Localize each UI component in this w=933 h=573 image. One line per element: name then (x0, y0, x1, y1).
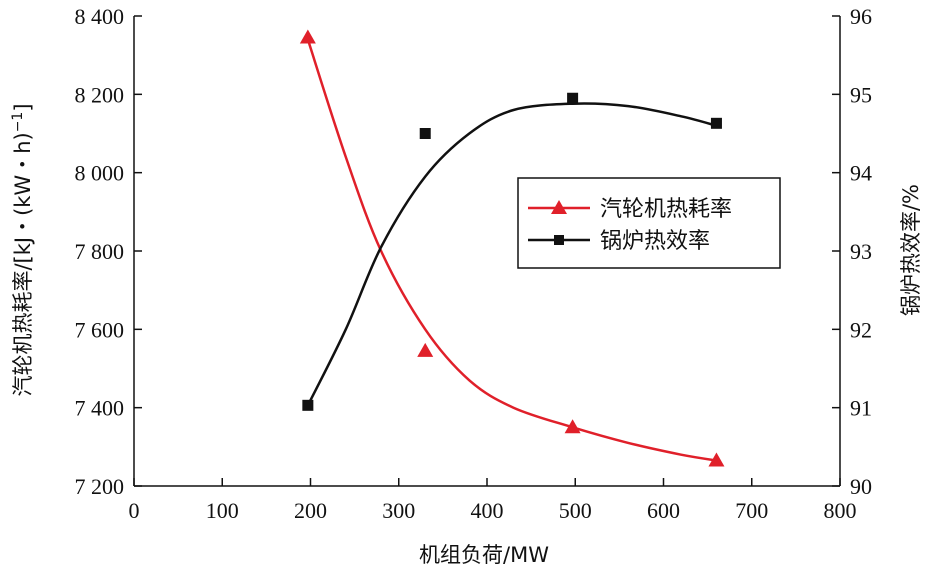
data-point-triangle (564, 419, 581, 434)
legend-label-heat-rate: 汽轮机热耗率 (600, 197, 732, 222)
legend: 汽轮机热耗率 锅炉热效率 (517, 177, 781, 269)
legend-label-boiler-efficiency: 锅炉热效率 (600, 229, 710, 254)
legend-box (517, 177, 781, 269)
x-tick-label: 800 (824, 498, 857, 523)
ticks: 0 100 200 300 400 500 600 700 800 7 200 7 400 7 600… (75, 4, 873, 523)
x-tick-label: 100 (206, 498, 239, 523)
y-right-tick-label: 94 (850, 161, 872, 186)
x-tick-label: 200 (294, 498, 327, 523)
data-point-square (567, 92, 579, 104)
data-point-triangle (299, 29, 316, 44)
y-axis-left-title-superscript: −1 (10, 112, 26, 133)
data-point-square (302, 399, 314, 411)
y-axis-left-title-end: ] (11, 103, 35, 111)
y-left-tick-label: 7 800 (75, 239, 125, 264)
data-point-square (419, 128, 431, 139)
y-right-tick-label: 96 (850, 4, 872, 29)
y-right-tick-label: 92 (850, 317, 872, 342)
y-right-tick-label: 95 (850, 82, 872, 107)
x-tick-label: 600 (647, 498, 680, 523)
series-line-boiler-efficiency (306, 102, 717, 406)
y-axis-left-title-main: 汽轮机热耗率/[kJ・(kW・h) (11, 132, 35, 396)
y-right-tick-label: 91 (850, 396, 872, 421)
legend-marker-triangle (551, 200, 567, 214)
series-line-heat-rate (306, 39, 717, 462)
x-tick-label: 500 (559, 498, 592, 523)
x-tick-label: 400 (471, 498, 504, 523)
y-right-tick-label: 93 (850, 239, 872, 264)
curves (306, 39, 717, 462)
x-tick-label: 300 (382, 498, 415, 523)
x-tick-label: 700 (735, 498, 768, 523)
legend-marker-square (554, 235, 564, 245)
y-left-tick-label: 8 000 (75, 161, 125, 186)
y-axis-right-title: 锅炉热效率/% (899, 184, 923, 316)
y-right-tick-label: 90 (850, 474, 872, 499)
y-left-tick-label: 7 600 (75, 317, 125, 342)
y-left-tick-label: 7 400 (75, 396, 125, 421)
y-left-tick-label: 8 400 (75, 4, 125, 29)
x-tick-label: 0 (129, 498, 140, 523)
data-point-triangle (417, 342, 434, 357)
data-point-triangle (708, 452, 725, 467)
y-axis-left-title: 汽轮机热耗率/[kJ・(kW・h)−1] (10, 103, 35, 396)
y-left-tick-label: 7 200 (75, 474, 125, 499)
x-axis-title: 机组负荷/MW (419, 543, 549, 567)
data-point-square (710, 117, 722, 129)
y-left-tick-label: 8 200 (75, 82, 125, 107)
markers (299, 29, 725, 467)
